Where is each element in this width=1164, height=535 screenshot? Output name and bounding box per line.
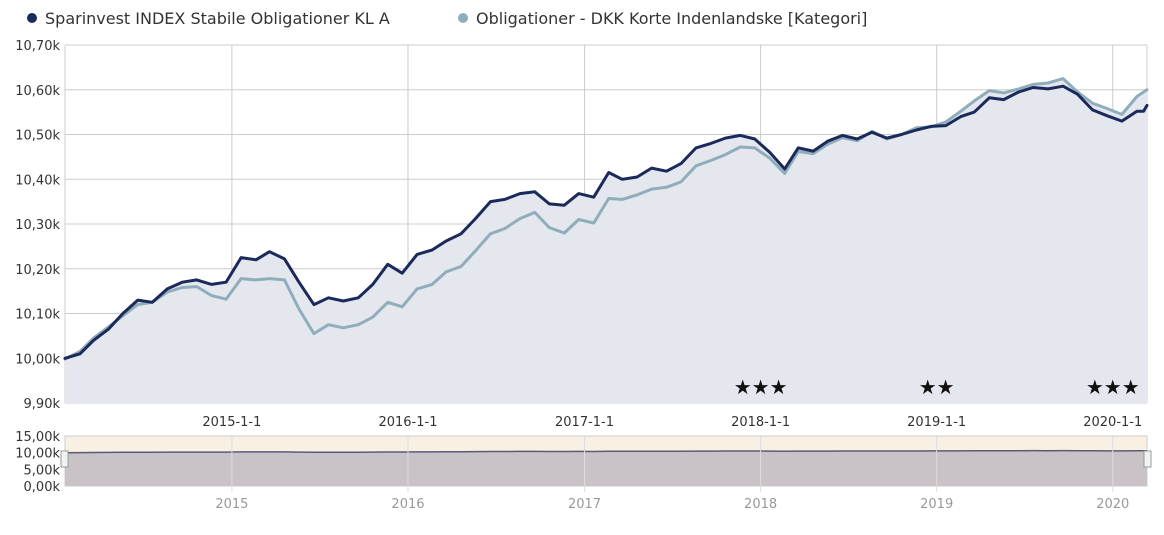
legend: Sparinvest INDEX Stabile Obligationer KL… (27, 9, 867, 28)
legend-item-1[interactable]: Sparinvest INDEX Stabile Obligationer KL… (27, 9, 390, 28)
legend-marker-icon (458, 13, 468, 23)
navigator-x-tick-label: 2018 (744, 497, 777, 512)
navigator-handle-left[interactable] (60, 450, 69, 468)
area-fill-shape (65, 78, 1147, 403)
navigator-x-tick-label: 2015 (215, 497, 248, 512)
rating-annotations: ★★★ ★★ ★★★ (734, 375, 1140, 399)
y-tick-label: 10,10k (15, 308, 60, 323)
navigator-x-tick-label: 2016 (391, 497, 424, 512)
navigator-y-tick-label: 0,00k (24, 480, 61, 495)
navigator-handle-right[interactable] (1143, 450, 1152, 468)
navigator-area (65, 450, 1147, 486)
navigator-x-tick-label: 2020 (1096, 497, 1129, 512)
x-tick-label: 2015-1-1 (202, 415, 261, 430)
navigator-x-tick-label: 2017 (568, 497, 601, 512)
series-lines (63, 77, 1149, 361)
y-tick-label: 10,00k (15, 352, 60, 367)
y-tick-label: 9,90k (24, 397, 61, 412)
navigator-series-line (64, 449, 1147, 454)
area-fill (65, 78, 1147, 403)
x-tick-label: 2017-1-1 (555, 415, 614, 430)
navigator-y-tick-label: 10,00k (15, 447, 60, 462)
y-tick-label: 10,30k (15, 218, 60, 233)
legend-label: Obligationer - DKK Korte Indenlandske [K… (476, 9, 867, 28)
y-tick-label: 10,20k (15, 263, 60, 278)
x-tick-label: 2020-1-1 (1083, 415, 1142, 430)
x-tick-label: 2016-1-1 (378, 415, 437, 430)
axes: 9,90k 10,00k 10,10k 10,20k 10,30k 10,40k 10,50… (15, 39, 1142, 430)
legend-item-2[interactable]: Obligationer - DKK Korte Indenlandske [K… (458, 9, 867, 28)
legend-label: Sparinvest INDEX Stabile Obligationer KL… (45, 9, 390, 28)
star-rating-annotation: ★★★ (734, 375, 788, 399)
navigator-y-tick-label: 15,00k (15, 430, 60, 445)
star-rating-annotation: ★★★ (1086, 375, 1140, 399)
series-line-obligationer-dkk-korte-indenlandske-kategori[interactable] (63, 77, 1149, 361)
y-tick-label: 10,40k (15, 173, 60, 188)
x-tick-label: 2019-1-1 (907, 415, 966, 430)
y-tick-label: 10,60k (15, 84, 60, 99)
y-tick-label: 10,70k (15, 39, 60, 54)
legend-marker-icon (27, 13, 37, 23)
series-line-sparinvest-index-stabile-obligationer-kl-a[interactable] (63, 84, 1149, 360)
star-rating-annotation: ★★ (919, 375, 955, 399)
x-tick-label: 2018-1-1 (731, 415, 790, 430)
navigator-y-tick-label: 5,00k (24, 463, 61, 478)
y-tick-label: 10,50k (15, 129, 60, 144)
navigator-x-tick-label: 2019 (920, 497, 953, 512)
